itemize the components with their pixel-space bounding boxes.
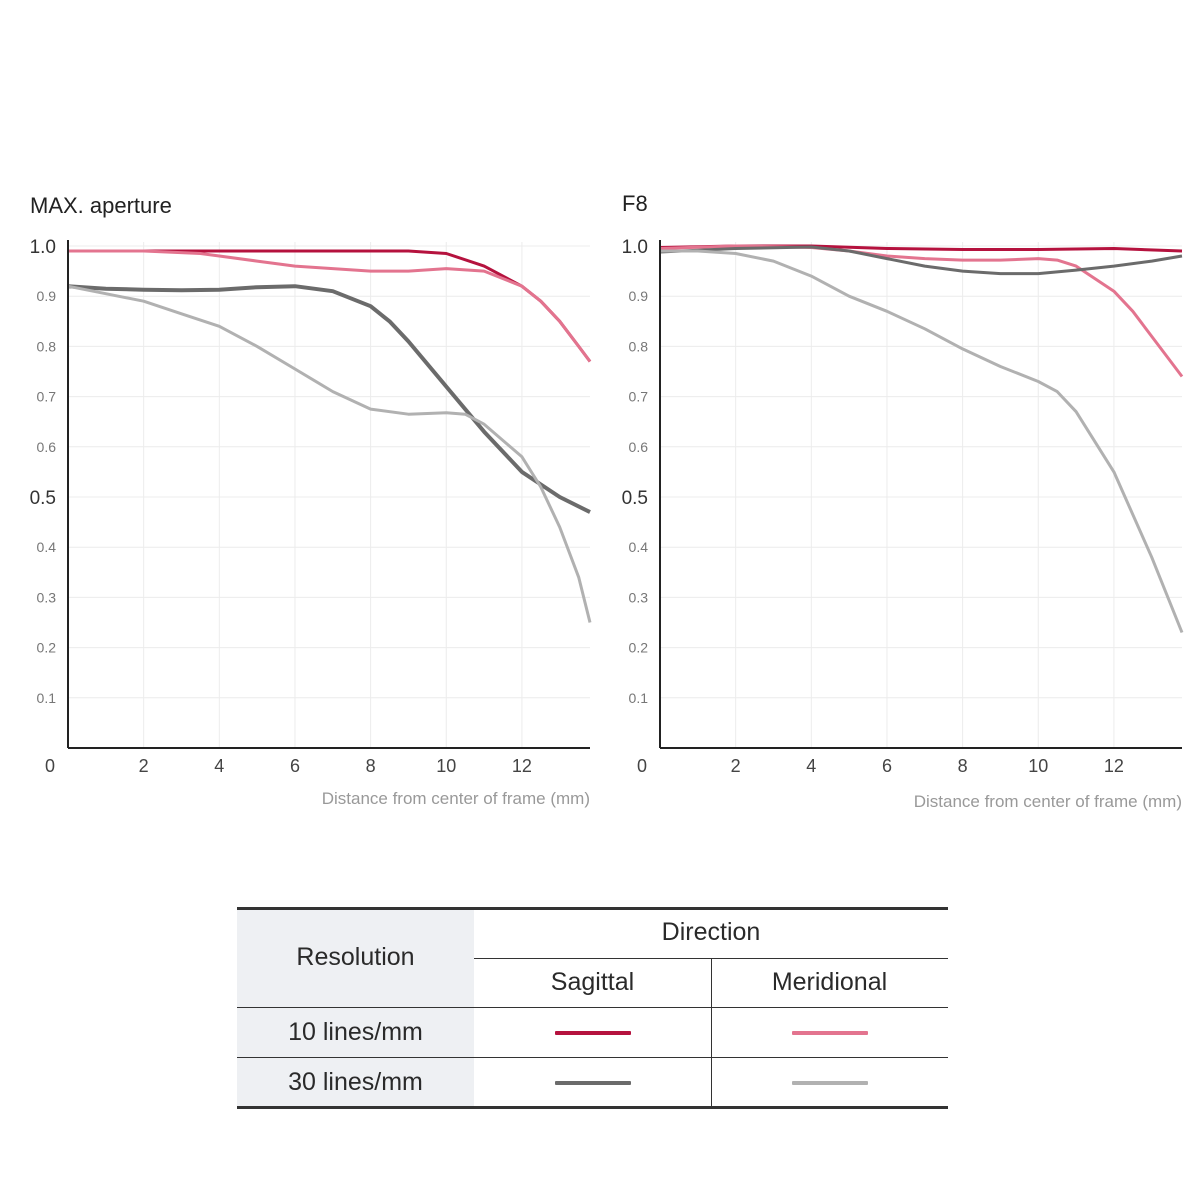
row-label-cell: 30 lines/mm <box>237 1058 474 1107</box>
x-tick-label: 0 <box>637 756 647 776</box>
x-tick-label: 2 <box>731 756 741 776</box>
y-tick-label: 0.1 <box>629 690 649 706</box>
swatch-cell <box>711 1008 948 1057</box>
direction-header: Direction <box>661 918 761 946</box>
sagittal-header: Sagittal <box>550 968 635 996</box>
row-label: 30 lines/mm <box>288 1068 423 1096</box>
y-tick-label: 0.4 <box>37 539 57 555</box>
x-tick-label: 2 <box>139 756 149 776</box>
resolution-header: Resolution <box>296 942 415 971</box>
y-tick-label: 0.3 <box>37 589 57 605</box>
swatch-cell <box>474 1058 711 1107</box>
meridional-header-cell: Meridional <box>711 958 948 1007</box>
y-tick-label: 0.2 <box>629 640 649 656</box>
table-divider <box>711 958 712 1107</box>
table-top-rule <box>237 907 948 910</box>
table-rule <box>237 1007 948 1008</box>
chart-title: F8 <box>622 191 648 216</box>
x-tick-label: 6 <box>290 756 300 776</box>
y-tick-label: 1.0 <box>30 237 56 258</box>
y-tick-label: 0.4 <box>629 539 649 555</box>
meridional-30-swatch <box>791 1080 868 1085</box>
x-axis-label: Distance from center of frame (mm) <box>914 792 1182 811</box>
y-tick-label: 0.8 <box>629 338 649 354</box>
y-tick-label: 0.7 <box>629 389 649 405</box>
swatch-cell <box>474 1008 711 1057</box>
y-tick-label: 1.0 <box>622 237 648 258</box>
y-tick-label: 0.5 <box>30 488 56 509</box>
sagittal-30-line <box>659 245 1183 276</box>
swatch-cell <box>711 1058 948 1107</box>
meridional-30-line <box>660 249 1184 634</box>
row-label: 10 lines/mm <box>288 1018 423 1046</box>
x-tick-label: 10 <box>1028 756 1048 776</box>
sagittal-10-swatch <box>554 1030 631 1035</box>
chart-max-aperture: 1.0 0.9 0.8 0.7 0.6 0.5 0.4 0.3 0.2 0.1 0 2 4 6 8 10 12 D… <box>30 193 592 808</box>
y-tick-label: 0.3 <box>629 589 649 605</box>
resolution-header-cell: Resolution <box>237 907 474 1007</box>
table-bottom-rule <box>237 1106 948 1109</box>
y-tick-label: 0.7 <box>37 389 57 405</box>
x-tick-label: 4 <box>214 756 224 776</box>
legend-table: Resolution Direction Sagittal Meridional… <box>237 907 948 1109</box>
y-tick-label: 0.8 <box>37 338 57 354</box>
x-tick-label: 6 <box>882 756 892 776</box>
meridional-10-line <box>68 249 592 363</box>
sagittal-30-line <box>67 284 591 514</box>
sagittal-header-cell: Sagittal <box>474 958 711 1007</box>
meridional-header: Meridional <box>771 968 888 996</box>
x-tick-label: 12 <box>1104 756 1124 776</box>
sagittal-30-swatch <box>554 1080 631 1085</box>
x-tick-label: 10 <box>436 756 456 776</box>
y-tick-label: 0.1 <box>37 690 57 706</box>
meridional-30-line <box>67 284 592 623</box>
y-tick-label: 0.6 <box>629 439 649 455</box>
y-tick-label: 0.6 <box>37 439 57 455</box>
table-rule <box>237 1057 948 1058</box>
x-tick-label: 8 <box>366 756 376 776</box>
x-tick-label: 4 <box>806 756 816 776</box>
x-tick-label: 12 <box>512 756 532 776</box>
mtf-charts: 1.0 0.9 0.8 0.7 0.6 0.5 0.4 0.3 0.2 0.1 0 2 4 6 8 10 12 D… <box>30 191 1184 811</box>
y-tick-label: 0.9 <box>629 288 649 304</box>
meridional-10-swatch <box>791 1030 868 1035</box>
x-tick-label: 8 <box>958 756 968 776</box>
y-tick-label: 0.2 <box>37 640 57 656</box>
chart-title: MAX. aperture <box>30 193 172 218</box>
y-tick-label: 0.5 <box>622 488 648 509</box>
chart-f8: 1.0 0.9 0.8 0.7 0.6 0.5 0.4 0.3 0.2 0.1 0 2 4 6 8 10 12 D… <box>622 191 1184 811</box>
x-axis-label: Distance from center of frame (mm) <box>322 789 590 808</box>
x-tick-label: 0 <box>45 756 55 776</box>
y-tick-label: 0.9 <box>37 288 57 304</box>
row-label-cell: 10 lines/mm <box>237 1008 474 1057</box>
direction-header-cell: Direction <box>474 907 948 958</box>
